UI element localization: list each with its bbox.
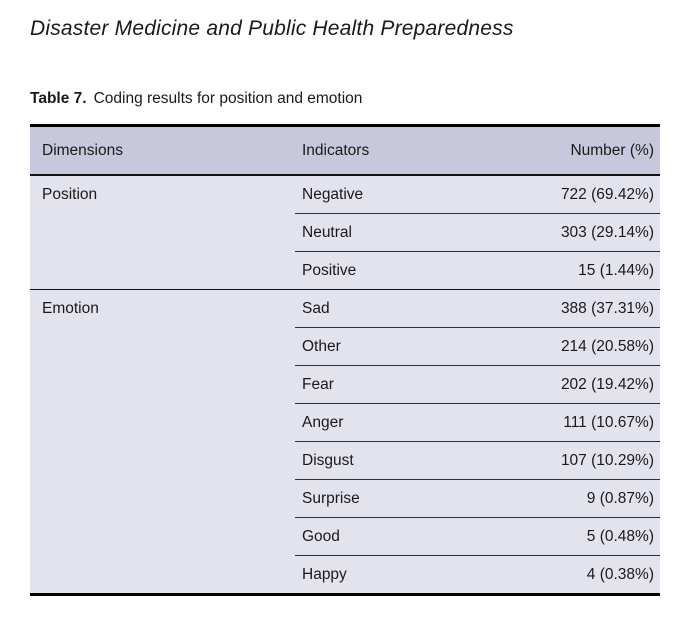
number-cell: 303 (29.14%) [485, 213, 660, 252]
indicator-cell: Neutral [295, 213, 485, 252]
indicator-cell: Negative [295, 175, 485, 214]
table-body: Position Negative 722 (69.42%) Neutral 3… [30, 175, 660, 595]
indicator-cell: Other [295, 327, 485, 366]
dimension-cell: Emotion [30, 289, 295, 328]
indicator-cell: Fear [295, 365, 485, 404]
number-cell: 9 (0.87%) [485, 479, 660, 518]
dimension-cell [30, 365, 295, 404]
dimension-cell [30, 441, 295, 480]
table-row: Happy 4 (0.38%) [30, 555, 660, 595]
table-row: Surprise 9 (0.87%) [30, 479, 660, 518]
table-row: Anger 111 (10.67%) [30, 403, 660, 442]
indicator-cell: Surprise [295, 479, 485, 518]
dimension-cell [30, 251, 295, 290]
table-caption-label: Table 7. [30, 90, 87, 107]
column-header-indicators: Indicators [295, 125, 485, 176]
table-row: Good 5 (0.48%) [30, 517, 660, 556]
number-cell: 107 (10.29%) [485, 441, 660, 480]
table-header-row: Dimensions Indicators Number (%) [30, 125, 660, 176]
dimension-cell: Position [30, 175, 295, 214]
table-row: Positive 15 (1.44%) [30, 251, 660, 290]
table-row: Fear 202 (19.42%) [30, 365, 660, 404]
dimension-cell [30, 213, 295, 252]
number-cell: 4 (0.38%) [485, 555, 660, 595]
indicator-cell: Positive [295, 251, 485, 290]
number-cell: 111 (10.67%) [485, 403, 660, 442]
column-header-dimensions: Dimensions [30, 125, 295, 176]
number-cell: 15 (1.44%) [485, 251, 660, 290]
journal-title: Disaster Medicine and Public Health Prep… [30, 17, 514, 40]
number-cell: 722 (69.42%) [485, 175, 660, 214]
dimension-cell [30, 555, 295, 595]
table-row: Disgust 107 (10.29%) [30, 441, 660, 480]
number-cell: 202 (19.42%) [485, 365, 660, 404]
dimension-cell [30, 327, 295, 366]
coding-results-table: Dimensions Indicators Number (%) Positio… [30, 124, 660, 596]
indicator-cell: Happy [295, 555, 485, 595]
table-row: Neutral 303 (29.14%) [30, 213, 660, 252]
page: Disaster Medicine and Public Health Prep… [30, 17, 681, 596]
column-header-number: Number (%) [485, 125, 660, 176]
indicator-cell: Sad [295, 289, 485, 328]
dimension-cell [30, 403, 295, 442]
indicator-cell: Anger [295, 403, 485, 442]
number-cell: 214 (20.58%) [485, 327, 660, 366]
table-row: Other 214 (20.58%) [30, 327, 660, 366]
number-cell: 5 (0.48%) [485, 517, 660, 556]
indicator-cell: Disgust [295, 441, 485, 480]
dimension-cell [30, 479, 295, 518]
dimension-cell [30, 517, 295, 556]
indicator-cell: Good [295, 517, 485, 556]
table-caption: Table 7. Coding results for position and … [30, 89, 681, 109]
number-cell: 388 (37.31%) [485, 289, 660, 328]
table-row: Emotion Sad 388 (37.31%) [30, 289, 660, 328]
table-row: Position Negative 722 (69.42%) [30, 175, 660, 214]
table-caption-text: Coding results for position and emotion [93, 90, 363, 107]
